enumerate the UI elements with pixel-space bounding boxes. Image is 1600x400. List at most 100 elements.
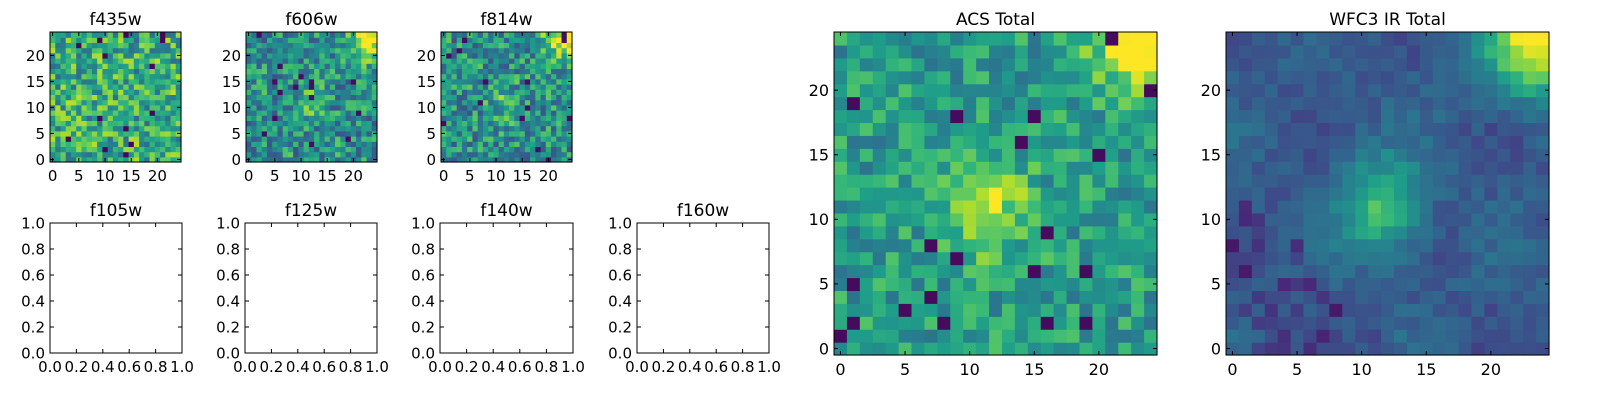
heatmap-cell [509,94,515,101]
heatmap-cell [1226,251,1240,266]
heatmap-cell [1277,316,1292,330]
heatmap-cell [361,73,368,80]
heatmap-cell [1277,148,1292,162]
heatmap-cell [165,104,172,111]
heatmap-cell [1118,135,1132,149]
heatmap-cell [246,84,252,90]
heatmap-cell [308,115,315,121]
heatmap-cell [503,110,510,116]
heatmap-cell [1445,70,1460,85]
heatmap-cell [467,42,474,49]
heatmap-cell [65,141,72,147]
heatmap-cell [1316,174,1330,188]
heatmap-cell [1066,199,1081,214]
heatmap-cell [503,156,510,163]
heatmap-cell [144,68,151,75]
heatmap-cell [561,146,568,153]
heatmap-cell [261,99,268,106]
heatmap-cell [461,136,468,142]
heatmap-cell [846,83,861,98]
heatmap-cell [366,78,373,85]
x-tick-label: 5 [74,167,84,185]
y-tick-label: 0 [1211,339,1221,358]
heatmap-cell [314,89,320,95]
heatmap-cell [472,68,479,75]
heatmap-cell [324,115,331,121]
y-tick-label: 0.4 [608,292,632,310]
heatmap-cell [566,125,573,132]
heatmap-cell [55,89,62,95]
heatmap-cell [885,135,900,149]
heatmap-cell [872,342,887,356]
heatmap-cell [1393,199,1408,214]
heatmap-cell [324,84,331,90]
heatmap-cell [1226,32,1240,46]
heatmap-cell [277,68,284,75]
heatmap-cell [154,52,161,59]
heatmap-cell [149,47,156,54]
heatmap-cell [1381,135,1395,149]
heatmap-cell [144,58,151,64]
heatmap-cell [1238,83,1253,98]
heatmap-cell [911,329,926,343]
y-tick-label: 15 [1201,146,1221,165]
heatmap-cell [556,58,563,64]
heatmap-cell [266,110,273,116]
heatmap-cell [329,68,336,75]
heatmap-cell [345,94,352,101]
heatmap-cell [118,99,124,106]
heatmap-cell [1316,303,1330,317]
heatmap-cell [911,187,926,201]
heatmap-cell [55,52,62,59]
heatmap-cell [298,130,305,137]
heatmap-cell [170,141,177,147]
heatmap-cell [160,136,166,142]
x-tick-label: 0.8 [339,358,363,376]
heatmap-cell [86,42,93,49]
heatmap-cell [976,212,990,227]
heatmap-cell [885,342,900,356]
heatmap-cell [308,146,315,153]
heatmap-cell [989,174,1003,188]
heatmap-cell [287,68,294,75]
heatmap-cell [1144,148,1158,162]
heatmap-cell [112,42,119,49]
heatmap-cell [1290,264,1305,279]
heatmap-cell [123,130,130,137]
heatmap-cell [70,110,77,116]
heatmap-cell [86,141,93,147]
heatmap-cell [350,120,357,127]
heatmap-cell [282,141,289,147]
heatmap-cell [65,78,72,85]
heatmap-cell [133,78,140,85]
heatmap-cell [1092,290,1106,304]
heatmap-cell [261,94,268,101]
heatmap-cell [60,141,67,147]
heatmap-cell [519,136,526,142]
heatmap-cell [1419,122,1434,136]
panel-title: f125w [285,201,337,221]
heatmap-cell [1079,303,1093,317]
heatmap-cell [149,110,156,116]
heatmap-cell [1001,342,1016,356]
heatmap-cell [293,146,299,153]
heatmap-cell [128,115,135,121]
heatmap-cell [118,156,124,163]
heatmap-cell [165,110,172,116]
heatmap-cell [556,115,563,121]
heatmap-cell [1445,212,1460,227]
heatmap-cell [65,99,72,106]
heatmap-cell [55,120,62,127]
heatmap-cell [1432,96,1447,111]
heatmap-cell [144,89,151,95]
heatmap-cell [1419,342,1434,356]
heatmap-cell [1484,342,1498,356]
heatmap-cell [298,73,305,80]
heatmap-cell [133,37,140,43]
heatmap-cell [1303,303,1318,317]
heatmap-cell [1079,109,1093,124]
heatmap-cell [366,68,373,75]
heatmap-cell [371,84,378,90]
heatmap-cell [540,73,547,80]
heatmap-cell [950,290,964,304]
